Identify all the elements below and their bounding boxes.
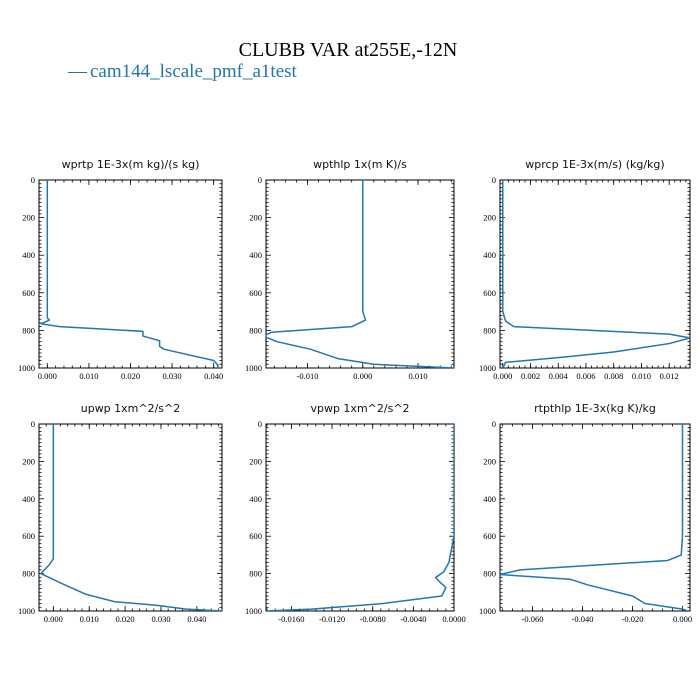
plot-frame [38, 423, 223, 612]
x-tick-label: 0.002 [521, 371, 540, 381]
x-tick-label: 0.010 [80, 614, 99, 624]
legend-label: cam144_lscale_pmf_a1test [90, 61, 298, 82]
panel-title: wprcp 1E-3x(m/s) (kg/kg) [525, 158, 664, 171]
x-tick-label: 0.000 [493, 371, 512, 381]
chart-panel: wpthlp 1x(m K)/s 0 200 400 600 800 1000 -0.010 0… [245, 158, 455, 381]
x-tick-label: 0.010 [79, 371, 98, 381]
plot-frame [499, 423, 691, 612]
y-tick-label: 0 [258, 419, 262, 429]
panel-title: wprtp 1E-3x(m kg)/(s kg) [62, 158, 200, 171]
series-line [500, 424, 688, 611]
y-tick-label: 800 [249, 569, 262, 579]
y-tick-label: 0 [492, 419, 496, 429]
x-tick-label: -0.0160 [278, 614, 304, 624]
x-tick-label: 0.000 [38, 371, 57, 381]
y-tick-label: 0 [31, 419, 35, 429]
y-tick-label: 1000 [245, 363, 262, 373]
y-tick-label: 800 [249, 325, 262, 335]
chart-panel: wprcp 1E-3x(m/s) (kg/kg) 0 200 400 600 800 100… [479, 158, 691, 381]
y-tick-label: 0 [492, 175, 496, 185]
y-tick-label: 800 [483, 325, 496, 335]
chart-panel: rtpthlp 1E-3x(kg K)/kg 0 200 400 600 800 1000 -… [479, 402, 692, 624]
x-tick-label: 0.0000 [442, 614, 465, 624]
x-tick-label: 0.000 [44, 614, 63, 624]
x-tick-label: -0.020 [622, 614, 644, 624]
y-tick-label: 800 [22, 569, 35, 579]
x-tick-label: -0.040 [572, 614, 594, 624]
series-line [266, 180, 454, 368]
x-tick-label: 0.012 [660, 371, 679, 381]
series-line [502, 180, 690, 368]
plot-frame [265, 423, 455, 612]
y-tick-label: 200 [249, 213, 262, 223]
chart-panel: vpwp 1xm^2/s^2 0 200 400 600 800 1000 -0.0160 -0… [245, 402, 466, 624]
y-tick-label: 400 [22, 250, 35, 260]
y-tick-label: 200 [483, 456, 496, 466]
y-tick-label: 1000 [479, 606, 496, 616]
y-tick-label: 800 [483, 569, 496, 579]
y-tick-label: 0 [31, 175, 35, 185]
x-tick-label: -0.060 [522, 614, 544, 624]
x-tick-label: 0.004 [549, 371, 569, 381]
legend: — cam144_lscale_pmf_a1test [67, 61, 298, 82]
y-tick-label: 1000 [18, 606, 35, 616]
y-tick-label: 600 [249, 288, 262, 298]
x-tick-label: 0.006 [576, 371, 595, 381]
x-tick-label: 0.040 [204, 371, 223, 381]
y-tick-label: 1000 [479, 363, 496, 373]
x-tick-label: -0.010 [296, 371, 318, 381]
series-line [40, 180, 219, 368]
y-tick-label: 400 [483, 494, 496, 504]
y-tick-label: 1000 [18, 363, 35, 373]
y-tick-label: 600 [249, 531, 262, 541]
plot-frame [38, 179, 223, 369]
y-tick-label: 1000 [245, 606, 262, 616]
x-tick-label: 0.000 [673, 614, 692, 624]
y-tick-label: 200 [249, 456, 262, 466]
y-tick-label: 600 [483, 288, 496, 298]
x-tick-label: 0.008 [604, 371, 623, 381]
y-tick-label: 600 [22, 531, 35, 541]
y-tick-label: 400 [22, 494, 35, 504]
x-tick-label: 0.040 [187, 614, 206, 624]
x-tick-label: 0.020 [116, 614, 135, 624]
figure-title: CLUBB VAR at255E,-12N [239, 39, 458, 61]
legend-marker: — [67, 61, 88, 82]
y-tick-label: 0 [258, 175, 262, 185]
y-tick-label: 400 [249, 494, 262, 504]
panels: wprtp 1E-3x(m kg)/(s kg) 0 200 400 600 800 100… [18, 158, 692, 624]
x-tick-label: 0.000 [353, 371, 372, 381]
plot-frame [265, 179, 455, 369]
x-tick-label: 0.010 [632, 371, 651, 381]
panel-title: vpwp 1xm^2/s^2 [310, 402, 409, 415]
y-tick-label: 400 [483, 250, 496, 260]
series-line [40, 424, 222, 611]
y-tick-label: 200 [483, 213, 496, 223]
y-tick-label: 600 [22, 288, 35, 298]
y-tick-label: 400 [249, 250, 262, 260]
x-tick-label: 0.030 [163, 371, 182, 381]
x-tick-label: 0.020 [121, 371, 140, 381]
panel-title: wpthlp 1x(m K)/s [313, 158, 407, 171]
panel-title: upwp 1xm^2/s^2 [81, 402, 181, 415]
panel-title: rtpthlp 1E-3x(kg K)/kg [534, 402, 656, 415]
x-tick-label: -0.0080 [360, 614, 386, 624]
y-tick-label: 200 [22, 213, 35, 223]
x-tick-label: -0.0040 [400, 614, 426, 624]
chart-panel: upwp 1xm^2/s^2 0 200 400 600 800 1000 0.000 0.01… [18, 402, 223, 624]
x-tick-label: -0.0120 [319, 614, 345, 624]
x-tick-label: 0.030 [151, 614, 170, 624]
series-line [266, 424, 454, 611]
y-tick-label: 800 [22, 325, 35, 335]
x-tick-label: 0.010 [408, 371, 427, 381]
y-tick-label: 600 [483, 531, 496, 541]
plot-frame [499, 179, 691, 369]
y-tick-label: 200 [22, 456, 35, 466]
chart-panel: wprtp 1E-3x(m kg)/(s kg) 0 200 400 600 800 100… [18, 158, 223, 381]
